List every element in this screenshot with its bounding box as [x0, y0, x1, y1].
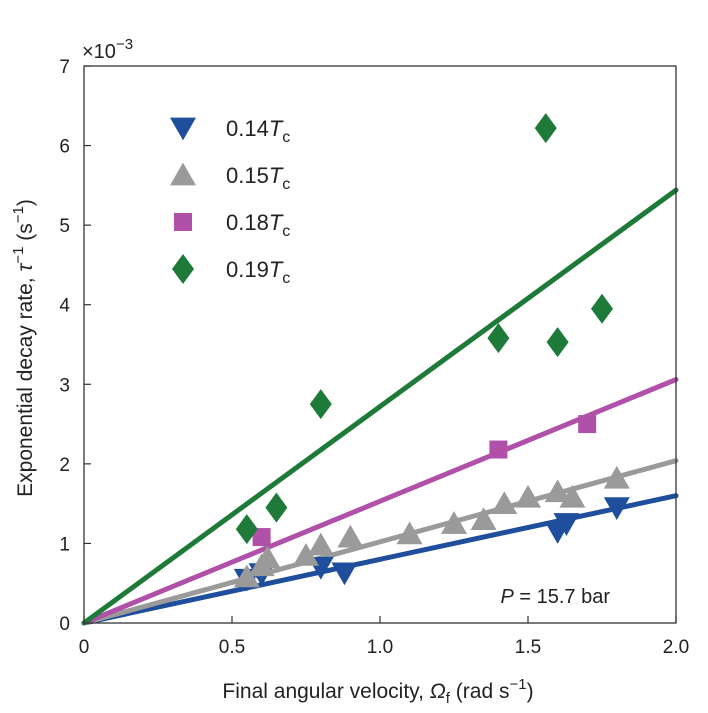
- data-point-0.15Tc: [544, 479, 571, 503]
- pressure-annotation: P = 15.7 bar: [500, 586, 610, 608]
- legend-marker-0.19Tc: [172, 254, 194, 284]
- data-point-0.18Tc: [578, 415, 597, 434]
- y-tick-label: 4: [59, 296, 70, 317]
- y-tick-label: 3: [59, 375, 70, 396]
- data-point-0.15Tc: [491, 491, 518, 515]
- fit-line-0.19Tc: [81, 187, 679, 626]
- y-tick-label: 2: [59, 455, 70, 476]
- x-tick-label: 1.5: [515, 637, 541, 658]
- data-point-0.15Tc: [559, 484, 586, 508]
- x-tick-label: 0: [79, 637, 90, 658]
- x-tick-label: 0.5: [219, 637, 245, 658]
- y-tick-label: 7: [59, 57, 70, 78]
- fit-line-0.15Tc: [81, 458, 679, 626]
- x-tick-label: 1.0: [367, 637, 393, 658]
- data-point-0.19Tc: [309, 389, 332, 420]
- fit-line-0.18Tc: [81, 377, 679, 626]
- data-point-0.15Tc: [293, 543, 319, 566]
- legend-label-0.14Tc: 0.14Tc: [226, 116, 290, 146]
- data-point-0.15Tc: [233, 564, 260, 588]
- data-point-0.15Tc: [603, 465, 630, 489]
- data-point-0.15Tc: [396, 521, 423, 545]
- data-point-0.14Tc: [553, 513, 580, 536]
- data-point-0.19Tc: [487, 323, 510, 354]
- y-tick-label: 6: [59, 137, 70, 158]
- data-point-0.14Tc: [331, 562, 358, 586]
- data-point-0.15Tc: [337, 524, 364, 548]
- data-point-0.15Tc: [515, 484, 541, 508]
- legend: 0.14Tc 0.15Tc 0.18Tc 0.19Tc: [170, 116, 290, 287]
- x-axis-ticks: 0 0.5 1.0 1.5 2.0: [79, 616, 689, 658]
- y-tick-label: 1: [59, 534, 70, 555]
- data-point-0.19Tc: [591, 293, 613, 324]
- data-point-0.15Tc: [470, 507, 497, 530]
- legend-marker-0.18Tc: [174, 213, 192, 231]
- legend-marker-0.15Tc: [170, 162, 196, 186]
- data-point-0.19Tc: [534, 113, 557, 144]
- legend-marker-0.14Tc: [170, 117, 196, 141]
- data-point-0.19Tc: [265, 492, 288, 523]
- y-axis-ticks: 0 1 2 3 4 5 6 7: [59, 57, 91, 635]
- data-point-0.14Tc: [603, 497, 630, 520]
- y-multiplier: ×10−3: [82, 36, 133, 63]
- fit-line-0.14Tc: [81, 493, 679, 626]
- data-point-0.15Tc: [307, 532, 334, 556]
- data-points: [233, 113, 630, 592]
- data-point-0.15Tc: [441, 511, 467, 534]
- data-point-0.19Tc: [546, 327, 569, 358]
- legend-label-0.19Tc: 0.19Tc: [226, 257, 290, 287]
- legend-label-0.18Tc: 0.18Tc: [226, 210, 290, 240]
- x-axis-label: Final angular velocity, Ωf (rad s−1): [222, 676, 533, 707]
- data-point-0.18Tc: [252, 528, 271, 547]
- data-point-0.18Tc: [489, 440, 508, 459]
- y-axis-label: Exponential decay rate, τ−1 (s−1): [10, 199, 37, 497]
- legend-label-0.15Tc: 0.15Tc: [226, 163, 290, 193]
- data-point-0.15Tc: [254, 545, 281, 569]
- y-tick-label: 5: [59, 216, 70, 237]
- x-tick-label: 2.0: [663, 637, 689, 658]
- data-point-0.19Tc: [235, 514, 258, 545]
- y-tick-label: 0: [59, 614, 70, 635]
- fit-lines: [81, 187, 679, 626]
